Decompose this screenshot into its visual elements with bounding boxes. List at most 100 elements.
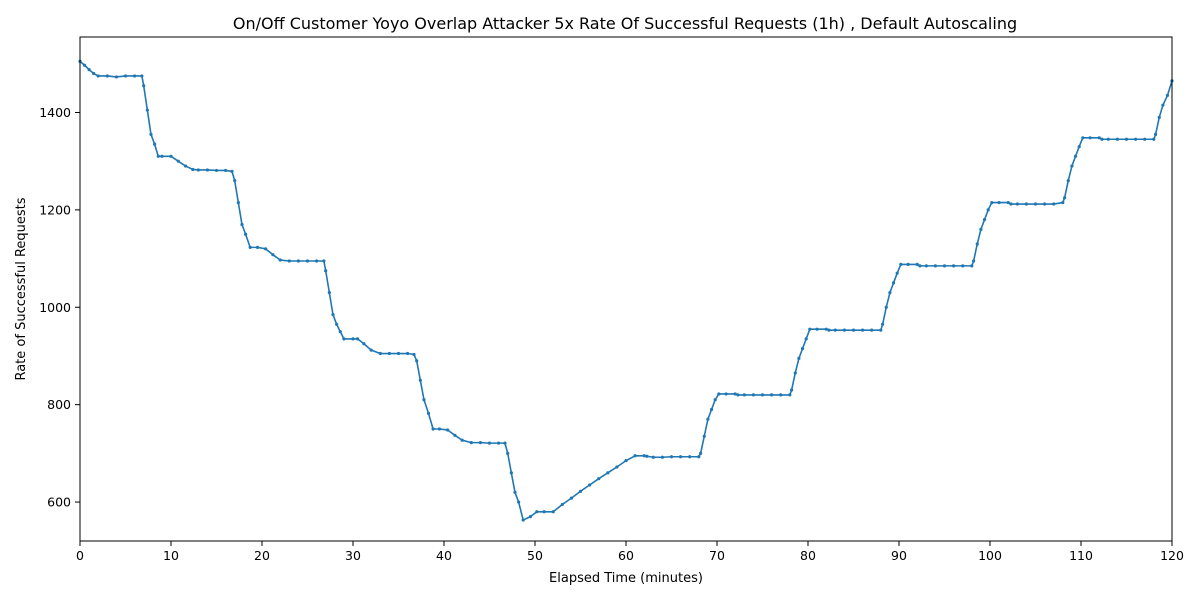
data-point bbox=[713, 398, 717, 402]
data-point bbox=[997, 200, 1001, 205]
data-point bbox=[324, 269, 328, 273]
data-point bbox=[264, 247, 268, 251]
data-point bbox=[183, 164, 188, 168]
data-point bbox=[92, 71, 96, 76]
data-point bbox=[891, 281, 896, 285]
data-point bbox=[975, 242, 979, 246]
data-point bbox=[1115, 137, 1119, 141]
data-point bbox=[1157, 115, 1161, 119]
data-point bbox=[453, 433, 457, 437]
data-point bbox=[156, 154, 160, 158]
data-point bbox=[881, 322, 885, 326]
data-point bbox=[888, 291, 892, 295]
data-point bbox=[606, 471, 610, 475]
data-point bbox=[105, 74, 109, 78]
data-point bbox=[551, 510, 555, 514]
data-point bbox=[924, 264, 928, 268]
data-point bbox=[797, 356, 801, 360]
series-line bbox=[79, 60, 1173, 521]
data-point bbox=[191, 167, 195, 172]
data-point bbox=[679, 455, 683, 459]
data-point bbox=[1152, 137, 1156, 141]
data-point bbox=[1077, 144, 1081, 149]
x-tick-label: 20 bbox=[254, 548, 270, 563]
data-point bbox=[970, 264, 974, 268]
data-point bbox=[699, 451, 703, 455]
data-point bbox=[338, 330, 342, 334]
data-point bbox=[733, 392, 737, 396]
data-point bbox=[918, 264, 922, 268]
data-point bbox=[660, 455, 665, 459]
data-point bbox=[790, 388, 794, 392]
x-tick-label: 120 bbox=[1160, 548, 1184, 563]
data-point bbox=[240, 222, 244, 227]
data-point bbox=[331, 312, 335, 317]
data-point bbox=[1165, 93, 1170, 98]
data-point bbox=[736, 393, 740, 397]
data-point bbox=[899, 262, 903, 267]
data-point bbox=[833, 328, 837, 332]
data-point bbox=[808, 327, 812, 331]
data-point bbox=[145, 108, 149, 112]
data-point bbox=[1063, 196, 1067, 200]
data-point bbox=[1061, 200, 1065, 205]
y-tick-label: 800 bbox=[47, 397, 71, 412]
data-point bbox=[369, 348, 373, 352]
data-point bbox=[560, 502, 564, 507]
x-axis-label: Elapsed Time (minutes) bbox=[549, 571, 703, 586]
data-point bbox=[431, 427, 435, 431]
data-point bbox=[972, 259, 976, 263]
data-point bbox=[717, 392, 721, 396]
data-point bbox=[1081, 136, 1085, 140]
data-point bbox=[986, 208, 990, 212]
data-point bbox=[1143, 137, 1147, 141]
data-point bbox=[248, 245, 252, 249]
x-tick-label: 50 bbox=[527, 548, 543, 563]
data-point bbox=[979, 227, 983, 231]
data-point bbox=[233, 179, 237, 183]
data-point bbox=[387, 351, 391, 356]
data-point bbox=[1073, 154, 1078, 158]
data-point bbox=[793, 371, 797, 375]
data-point bbox=[460, 438, 464, 442]
data-point bbox=[1070, 164, 1074, 168]
x-tick-label: 30 bbox=[345, 548, 361, 563]
data-point bbox=[437, 427, 442, 431]
data-point bbox=[742, 393, 746, 397]
data-point bbox=[82, 63, 87, 67]
data-point bbox=[426, 411, 431, 416]
data-point bbox=[1100, 137, 1104, 141]
x-tick-label: 110 bbox=[1069, 548, 1093, 563]
data-point bbox=[770, 393, 774, 397]
data-point bbox=[87, 68, 91, 72]
data-point bbox=[517, 500, 521, 504]
data-point bbox=[1154, 132, 1158, 136]
data-point bbox=[142, 84, 146, 88]
data-point bbox=[804, 337, 808, 341]
data-point bbox=[990, 200, 994, 205]
data-point bbox=[1106, 137, 1110, 141]
data-point bbox=[114, 75, 118, 79]
x-tick-label: 80 bbox=[800, 548, 816, 563]
data-point bbox=[645, 454, 649, 458]
data-point bbox=[961, 264, 965, 268]
data-point bbox=[418, 378, 422, 382]
data-point bbox=[422, 398, 426, 402]
data-point bbox=[751, 393, 756, 397]
data-point bbox=[588, 483, 592, 487]
data-point bbox=[651, 455, 655, 459]
data-point bbox=[1088, 136, 1092, 140]
chart-title: On/Off Customer Yoyo Overlap Attacker 5x… bbox=[233, 14, 1017, 33]
x-tick-label: 40 bbox=[436, 548, 452, 563]
data-point bbox=[952, 264, 956, 268]
x-tick-label: 10 bbox=[163, 548, 179, 563]
data-point bbox=[569, 496, 574, 500]
data-point bbox=[412, 352, 416, 357]
data-point bbox=[906, 262, 910, 267]
data-point bbox=[870, 328, 874, 332]
data-point bbox=[497, 441, 501, 445]
x-tick-label: 70 bbox=[709, 548, 725, 563]
data-point bbox=[1033, 202, 1038, 206]
data-point bbox=[287, 259, 291, 263]
